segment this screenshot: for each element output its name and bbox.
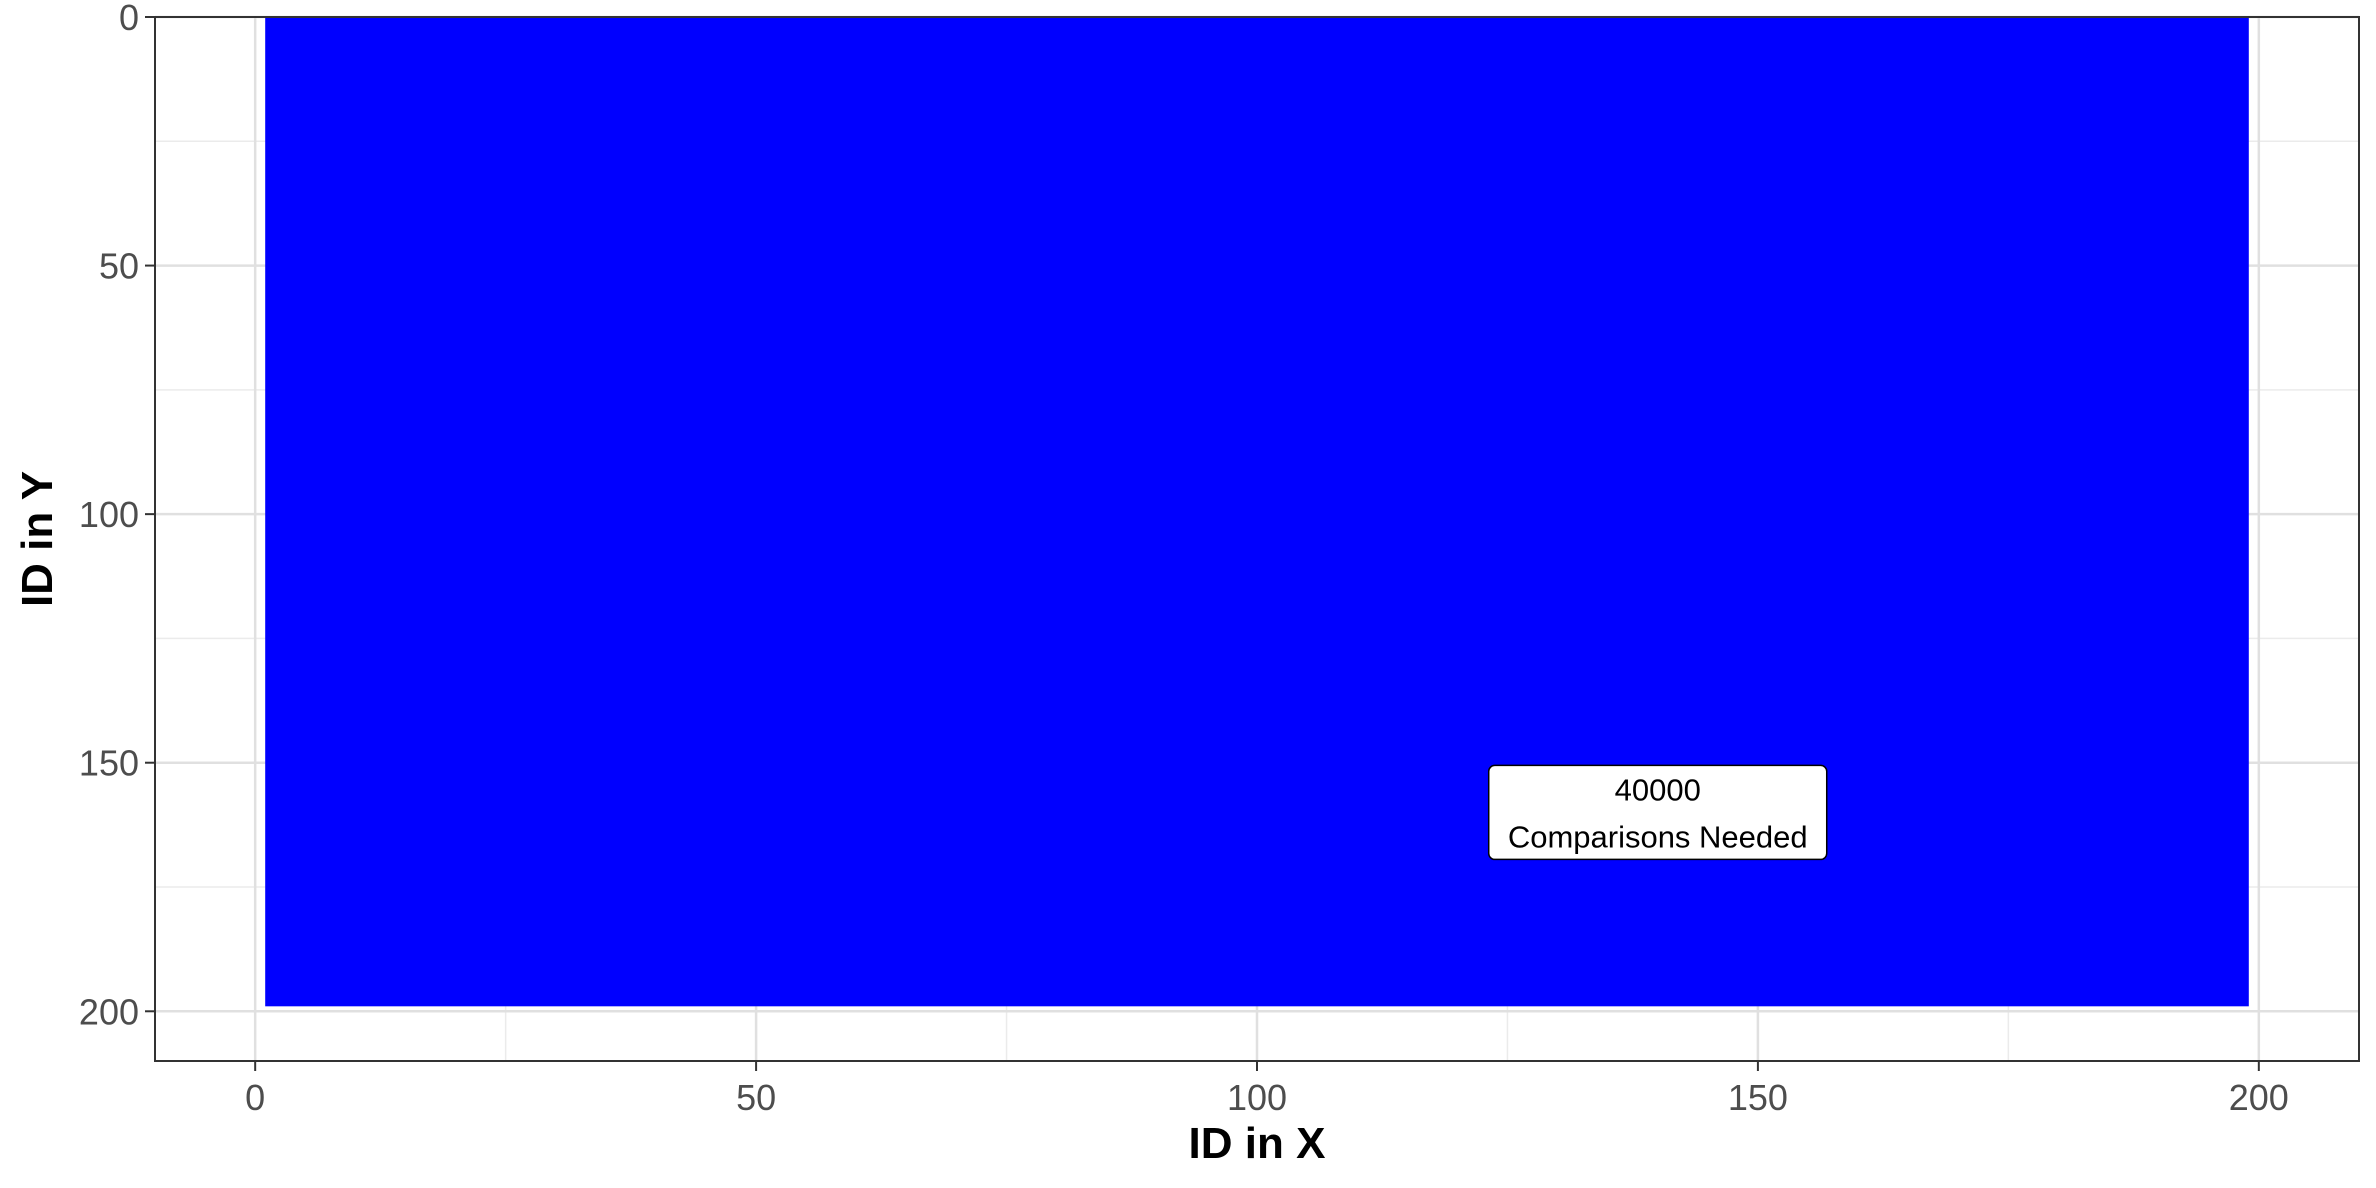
- x-axis: 0 50 100 150 200: [245, 1061, 2289, 1118]
- x-tick-label: 0: [245, 1077, 265, 1118]
- y-axis-title: ID in Y: [13, 471, 62, 607]
- x-tick-label: 50: [736, 1077, 776, 1118]
- filled-comparison-region: [265, 17, 2249, 1007]
- x-tick-label: 150: [1728, 1077, 1788, 1118]
- y-axis: 0 50 100 150 200: [79, 0, 155, 1032]
- y-tick-label: 0: [119, 0, 139, 38]
- x-tick-label: 200: [2229, 1077, 2289, 1118]
- annotation-caption: Comparisons Needed: [1508, 819, 1808, 854]
- y-tick-label: 100: [79, 494, 139, 535]
- y-tick-label: 50: [99, 246, 139, 287]
- annotation-frame: [1487, 764, 1828, 861]
- x-tick-label: 100: [1227, 1077, 1287, 1118]
- y-tick-label: 150: [79, 743, 139, 784]
- annotation-box: 40000 Comparisons Needed: [1487, 764, 1828, 861]
- y-tick-label: 200: [79, 991, 139, 1032]
- x-axis-title: ID in X: [1189, 1119, 1326, 1168]
- annotation-count: 40000: [1615, 772, 1701, 807]
